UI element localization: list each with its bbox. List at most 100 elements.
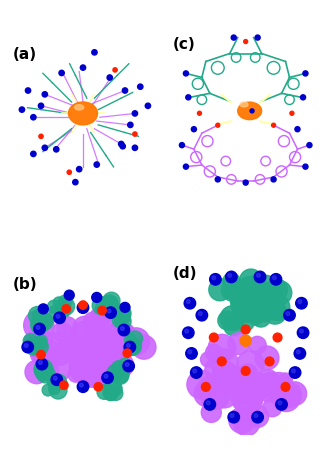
Circle shape bbox=[36, 335, 47, 346]
Circle shape bbox=[253, 275, 278, 300]
Circle shape bbox=[42, 91, 47, 97]
Circle shape bbox=[114, 306, 131, 323]
Circle shape bbox=[239, 364, 257, 383]
Circle shape bbox=[272, 123, 276, 127]
Circle shape bbox=[51, 374, 62, 386]
Circle shape bbox=[234, 387, 262, 415]
Circle shape bbox=[42, 145, 47, 151]
Circle shape bbox=[278, 373, 292, 387]
Circle shape bbox=[30, 338, 48, 356]
Circle shape bbox=[110, 354, 134, 377]
Circle shape bbox=[240, 335, 251, 346]
Circle shape bbox=[307, 143, 312, 148]
Circle shape bbox=[263, 398, 282, 417]
Circle shape bbox=[247, 405, 269, 427]
Circle shape bbox=[240, 366, 258, 385]
Circle shape bbox=[191, 367, 202, 378]
Circle shape bbox=[191, 127, 197, 132]
Circle shape bbox=[217, 357, 226, 366]
Circle shape bbox=[216, 123, 220, 127]
Circle shape bbox=[253, 301, 274, 322]
Circle shape bbox=[80, 304, 83, 308]
Circle shape bbox=[238, 315, 254, 331]
Circle shape bbox=[107, 309, 111, 313]
Circle shape bbox=[80, 65, 86, 70]
Circle shape bbox=[239, 296, 253, 310]
Circle shape bbox=[119, 141, 124, 147]
Circle shape bbox=[103, 303, 114, 314]
Circle shape bbox=[105, 307, 116, 318]
Circle shape bbox=[283, 382, 307, 405]
Circle shape bbox=[80, 356, 109, 386]
Circle shape bbox=[89, 313, 107, 331]
Circle shape bbox=[103, 292, 120, 309]
Circle shape bbox=[277, 383, 302, 408]
Text: (b): (b) bbox=[13, 277, 38, 292]
Circle shape bbox=[115, 313, 131, 330]
Circle shape bbox=[105, 296, 118, 309]
Circle shape bbox=[211, 365, 238, 392]
Circle shape bbox=[77, 381, 89, 393]
Circle shape bbox=[121, 326, 124, 331]
Circle shape bbox=[234, 288, 256, 310]
Circle shape bbox=[73, 180, 78, 185]
Circle shape bbox=[31, 315, 48, 332]
Circle shape bbox=[228, 333, 250, 355]
Circle shape bbox=[213, 361, 237, 385]
Circle shape bbox=[303, 164, 308, 169]
Circle shape bbox=[238, 295, 263, 319]
Circle shape bbox=[69, 348, 98, 377]
Circle shape bbox=[92, 293, 102, 303]
Circle shape bbox=[241, 367, 250, 375]
Circle shape bbox=[124, 342, 135, 354]
Circle shape bbox=[84, 323, 108, 346]
Circle shape bbox=[272, 384, 300, 411]
Circle shape bbox=[51, 374, 66, 389]
Circle shape bbox=[228, 273, 232, 277]
Circle shape bbox=[254, 271, 266, 283]
Circle shape bbox=[295, 127, 300, 132]
Circle shape bbox=[24, 332, 43, 351]
Circle shape bbox=[242, 291, 262, 312]
Circle shape bbox=[107, 364, 125, 382]
Circle shape bbox=[241, 375, 257, 391]
Circle shape bbox=[119, 306, 131, 318]
Circle shape bbox=[95, 338, 112, 355]
Circle shape bbox=[122, 88, 128, 93]
Circle shape bbox=[73, 316, 97, 340]
Circle shape bbox=[96, 329, 123, 356]
Circle shape bbox=[76, 166, 82, 172]
Ellipse shape bbox=[238, 102, 262, 120]
Circle shape bbox=[236, 371, 256, 391]
Circle shape bbox=[57, 297, 75, 315]
Circle shape bbox=[71, 339, 96, 364]
Circle shape bbox=[133, 132, 137, 136]
Circle shape bbox=[240, 280, 260, 301]
Circle shape bbox=[71, 338, 91, 357]
Circle shape bbox=[215, 371, 235, 391]
Circle shape bbox=[119, 312, 130, 323]
Circle shape bbox=[25, 360, 48, 384]
Circle shape bbox=[251, 297, 273, 318]
Circle shape bbox=[123, 328, 149, 355]
Circle shape bbox=[39, 360, 58, 380]
Circle shape bbox=[59, 70, 64, 76]
Circle shape bbox=[223, 284, 238, 299]
Circle shape bbox=[118, 358, 132, 373]
Circle shape bbox=[224, 317, 243, 336]
Circle shape bbox=[89, 358, 116, 385]
Circle shape bbox=[35, 360, 53, 377]
Circle shape bbox=[24, 337, 40, 353]
Circle shape bbox=[233, 410, 260, 436]
Circle shape bbox=[79, 301, 87, 309]
Circle shape bbox=[77, 302, 89, 313]
Circle shape bbox=[201, 402, 221, 423]
Circle shape bbox=[284, 310, 295, 321]
Circle shape bbox=[30, 341, 55, 365]
Circle shape bbox=[97, 385, 112, 399]
Circle shape bbox=[128, 122, 133, 128]
Circle shape bbox=[198, 312, 202, 316]
Circle shape bbox=[32, 344, 50, 362]
Circle shape bbox=[67, 170, 71, 174]
Circle shape bbox=[263, 282, 282, 301]
